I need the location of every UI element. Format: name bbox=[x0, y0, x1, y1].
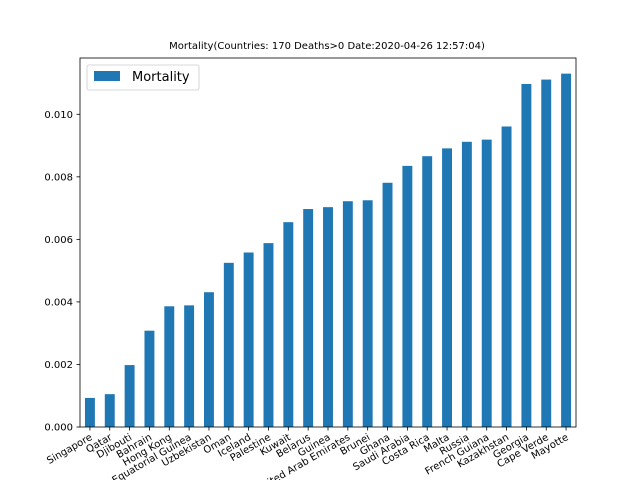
y-tick-label: 0.000 bbox=[44, 423, 73, 434]
bar bbox=[481, 139, 492, 427]
bar bbox=[541, 79, 552, 427]
bar bbox=[283, 222, 294, 427]
bar bbox=[422, 156, 433, 427]
bar bbox=[362, 200, 373, 427]
bar bbox=[382, 182, 393, 427]
plot-frame bbox=[79, 57, 577, 428]
bar bbox=[342, 201, 353, 427]
bar bbox=[561, 73, 572, 427]
y-axis: 0.000 0.002 0.004 0.006 0.008 0.010 bbox=[44, 110, 80, 434]
bar bbox=[144, 330, 155, 427]
bar bbox=[263, 243, 274, 427]
bar bbox=[501, 126, 512, 428]
bar bbox=[402, 165, 413, 427]
bar bbox=[204, 292, 214, 427]
bar bbox=[303, 209, 314, 427]
bar bbox=[84, 397, 95, 427]
legend-swatch bbox=[94, 71, 120, 81]
y-tick-label: 0.008 bbox=[44, 172, 73, 183]
bar bbox=[521, 83, 532, 428]
bar bbox=[104, 394, 115, 427]
y-tick-label: 0.006 bbox=[44, 235, 73, 246]
bar bbox=[184, 305, 195, 427]
legend-label: Mortality bbox=[132, 70, 190, 85]
bars-group bbox=[84, 73, 572, 428]
bar bbox=[442, 148, 452, 428]
bar bbox=[223, 262, 234, 427]
chart-title: Mortality(Countries: 170 Deaths>0 Date:2… bbox=[169, 41, 485, 52]
bar bbox=[164, 306, 175, 427]
bar bbox=[243, 252, 254, 427]
y-tick-label: 0.002 bbox=[44, 360, 73, 371]
bar bbox=[461, 141, 472, 428]
legend: Mortality bbox=[86, 64, 200, 91]
bar bbox=[323, 207, 333, 427]
y-tick-label: 0.010 bbox=[44, 110, 73, 121]
y-tick-label: 0.004 bbox=[44, 297, 73, 308]
bar bbox=[124, 365, 135, 427]
